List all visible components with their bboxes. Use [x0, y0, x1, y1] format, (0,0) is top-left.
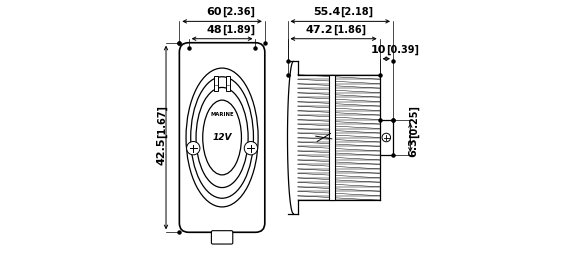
Text: MARINE: MARINE: [210, 112, 234, 117]
Text: [1.86]: [1.86]: [334, 25, 367, 35]
Text: 47.2: 47.2: [306, 25, 334, 35]
Circle shape: [186, 142, 200, 155]
Ellipse shape: [196, 88, 248, 187]
Text: [1.89]: [1.89]: [222, 25, 255, 35]
Text: [2.36]: [2.36]: [222, 6, 255, 17]
FancyBboxPatch shape: [179, 43, 265, 232]
Ellipse shape: [203, 100, 242, 175]
Text: 12V: 12V: [212, 133, 232, 142]
Text: [0.25]: [0.25]: [408, 104, 419, 138]
Text: 6.3: 6.3: [408, 138, 419, 157]
Text: [2.18]: [2.18]: [340, 7, 373, 17]
Text: 10: 10: [371, 45, 386, 55]
FancyBboxPatch shape: [212, 231, 233, 244]
Text: 55.4: 55.4: [313, 7, 340, 17]
Text: [0.39]: [0.39]: [386, 45, 419, 55]
Bar: [214, 76, 218, 91]
Text: [1.67]: [1.67]: [156, 104, 167, 138]
Ellipse shape: [186, 68, 258, 207]
Text: 48: 48: [206, 25, 222, 35]
Bar: [226, 76, 230, 91]
Text: 42.5: 42.5: [157, 138, 167, 165]
Circle shape: [244, 142, 258, 155]
Bar: [380, 120, 393, 155]
Ellipse shape: [191, 77, 254, 198]
Bar: [329, 75, 335, 200]
Circle shape: [382, 133, 390, 142]
Text: 60: 60: [206, 7, 222, 17]
